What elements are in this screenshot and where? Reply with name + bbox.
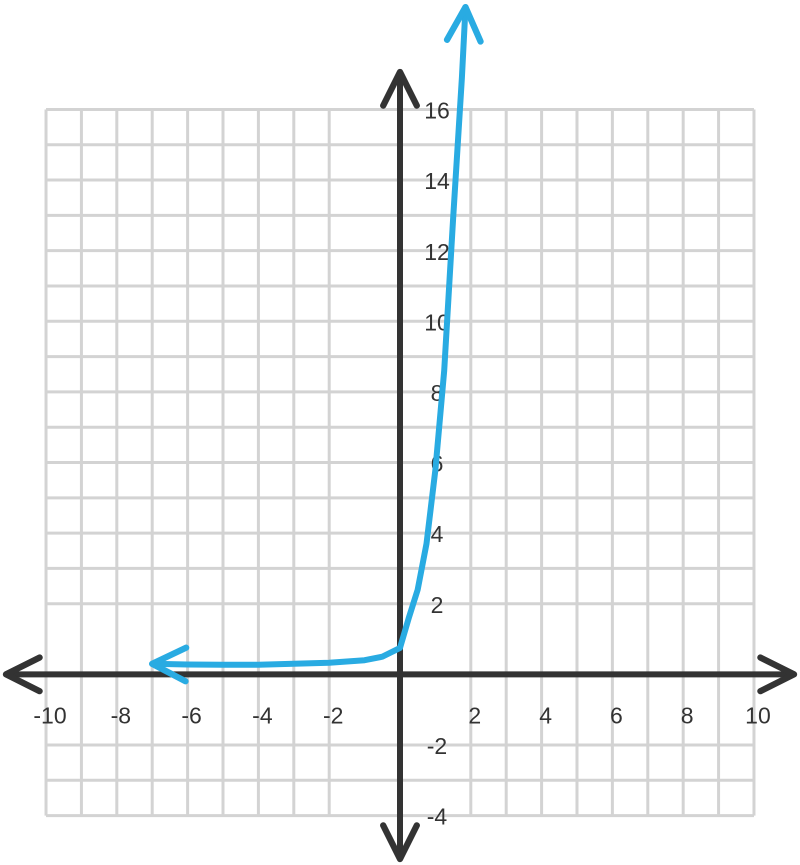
- y-tick-label: 14: [424, 168, 450, 194]
- axes: [2, 68, 798, 863]
- x-tick-label: -2: [323, 702, 343, 728]
- y-tick-label: -4: [427, 804, 448, 830]
- x-tick-label: -6: [181, 702, 201, 728]
- x-tick-label: -8: [111, 702, 131, 728]
- x-tick-label: 8: [681, 702, 694, 728]
- x-tick-label: -10: [33, 702, 66, 728]
- x-tick-label: -4: [252, 702, 273, 728]
- x-tick-label: 10: [745, 702, 771, 728]
- y-tick-label: 12: [424, 239, 450, 265]
- x-tick-label: 2: [468, 702, 481, 728]
- x-tick-label: 4: [539, 702, 552, 728]
- y-tick-label: -2: [427, 733, 447, 759]
- y-tick-label: 2: [431, 592, 444, 618]
- y-tick-label: 4: [431, 521, 444, 547]
- x-tick-label: 6: [610, 702, 623, 728]
- plot: [149, 3, 484, 685]
- curve: [149, 3, 484, 685]
- y-tick-label: 16: [424, 98, 450, 124]
